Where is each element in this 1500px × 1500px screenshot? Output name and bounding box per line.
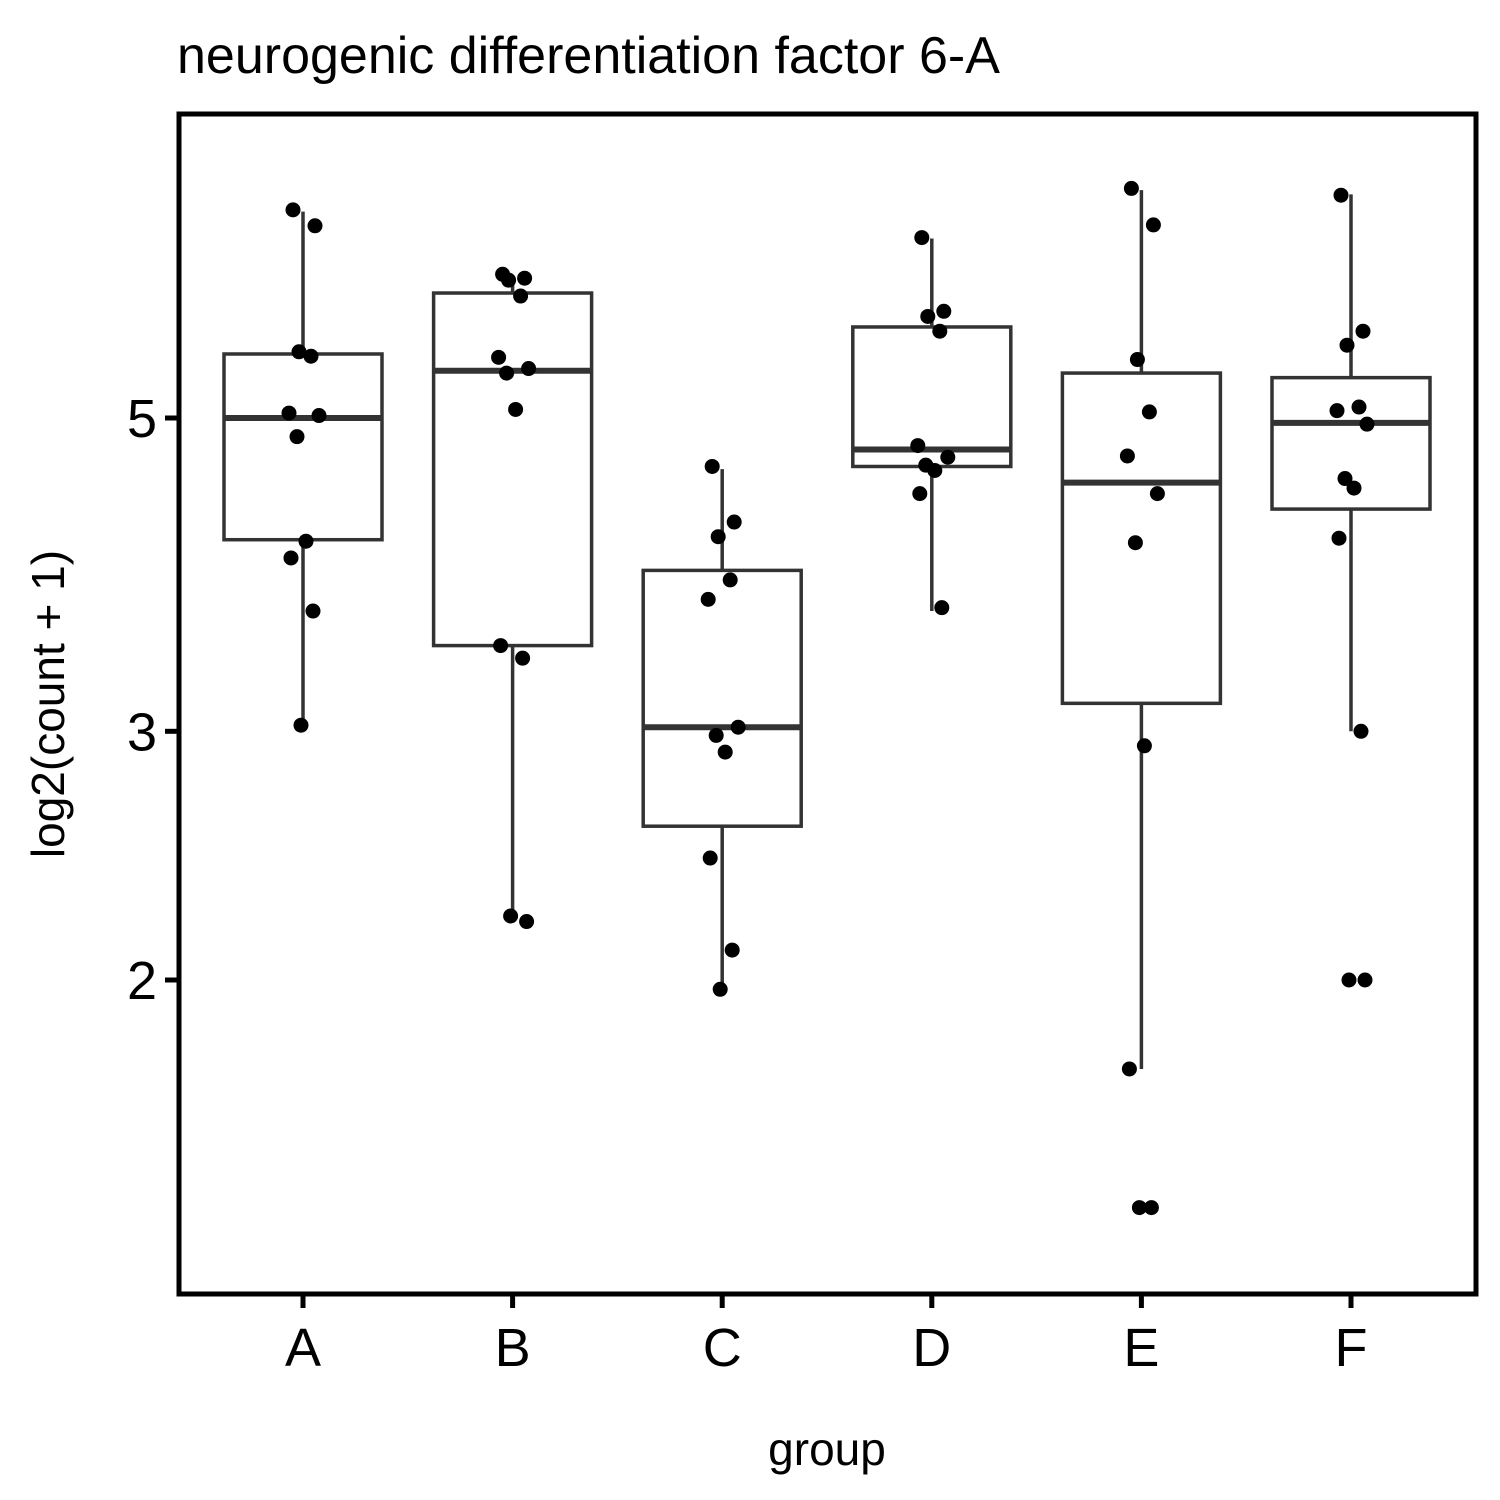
data-point — [1355, 323, 1371, 339]
data-point — [708, 727, 724, 743]
points-B — [491, 266, 537, 930]
points-D — [910, 230, 956, 616]
points-F — [1329, 187, 1375, 988]
box-iqr — [641, 568, 803, 828]
x-tick-label: B — [495, 1318, 531, 1378]
x-tick-label: F — [1335, 1318, 1368, 1378]
data-point — [303, 348, 319, 364]
data-point — [293, 717, 309, 733]
data-point — [1331, 530, 1347, 546]
points-C — [700, 458, 746, 997]
data-point — [724, 942, 740, 958]
data-point — [298, 533, 314, 549]
y-tick-label: 2 — [127, 951, 157, 1011]
data-point — [1149, 486, 1165, 502]
data-point — [1141, 404, 1157, 420]
data-point — [726, 514, 742, 530]
data-point — [920, 308, 936, 324]
data-point — [912, 486, 928, 502]
data-point — [521, 361, 537, 377]
data-point — [1351, 399, 1367, 415]
data-point — [927, 462, 943, 478]
data-point — [285, 202, 301, 218]
data-point — [1359, 416, 1375, 432]
data-point — [513, 288, 529, 304]
y-axis: 2 3 5 — [127, 389, 179, 1011]
x-tick-label: E — [1123, 1318, 1159, 1378]
panel-border — [176, 111, 1479, 1297]
data-point — [702, 850, 718, 866]
data-point — [910, 438, 926, 454]
data-point — [501, 272, 517, 288]
data-point — [1136, 738, 1152, 754]
data-point — [291, 344, 307, 360]
box-A — [222, 211, 384, 726]
data-point — [717, 744, 733, 760]
box-B — [431, 276, 594, 916]
data-point — [1337, 471, 1353, 487]
data-point — [517, 270, 533, 286]
chart-title: neurogenic differentiation factor 6-A — [177, 27, 1000, 85]
data-point — [914, 230, 930, 246]
y-tick-label: 5 — [127, 389, 157, 449]
data-point — [936, 303, 952, 319]
data-point — [307, 218, 323, 234]
data-point — [1127, 535, 1143, 551]
data-point — [1131, 1200, 1147, 1216]
data-point — [503, 908, 519, 924]
box-iqr — [851, 325, 1013, 469]
data-point — [1329, 403, 1345, 419]
data-point — [515, 650, 531, 666]
data-point — [491, 349, 507, 365]
data-point — [1346, 480, 1362, 496]
data-point — [1333, 187, 1349, 203]
x-axis-label: group — [768, 1423, 886, 1475]
data-point — [1129, 352, 1145, 368]
data-point — [305, 603, 321, 619]
box-E — [1060, 190, 1223, 1069]
data-point — [493, 638, 509, 654]
data-point — [1123, 180, 1139, 196]
data-point — [730, 719, 746, 735]
box-iqr — [431, 291, 594, 648]
data-point — [940, 449, 956, 465]
points-E — [1119, 180, 1165, 1216]
points-A — [281, 202, 327, 733]
data-point — [712, 981, 728, 997]
data-point — [1341, 972, 1357, 988]
y-tick-label: 3 — [127, 702, 157, 762]
data-point — [704, 458, 720, 474]
data-point — [1353, 723, 1369, 739]
data-point — [519, 914, 535, 930]
box-F — [1270, 194, 1432, 732]
data-point — [934, 600, 950, 616]
data-point — [499, 365, 515, 381]
x-axis: A B C D E F — [285, 1294, 1368, 1378]
box-C — [641, 469, 803, 987]
x-tick-label: D — [912, 1318, 951, 1378]
data-point — [1357, 972, 1373, 988]
plot-area — [222, 180, 1432, 1216]
box-D — [851, 238, 1013, 612]
data-point — [1119, 448, 1135, 464]
data-point — [281, 405, 297, 421]
y-axis-label: log2(count + 1) — [22, 550, 74, 858]
data-point — [710, 529, 726, 545]
box-iqr — [222, 352, 384, 542]
data-point — [283, 550, 299, 566]
x-tick-label: C — [703, 1318, 742, 1378]
data-point — [508, 401, 524, 417]
box-iqr — [1060, 371, 1223, 706]
data-point — [1145, 217, 1161, 233]
data-point — [1339, 337, 1355, 353]
data-point — [700, 591, 716, 607]
x-tick-label: A — [285, 1318, 321, 1378]
data-point — [1121, 1061, 1137, 1077]
data-point — [1143, 1200, 1159, 1216]
data-point — [932, 323, 948, 339]
data-point — [722, 572, 738, 588]
data-point — [311, 408, 327, 424]
data-point — [289, 429, 305, 445]
